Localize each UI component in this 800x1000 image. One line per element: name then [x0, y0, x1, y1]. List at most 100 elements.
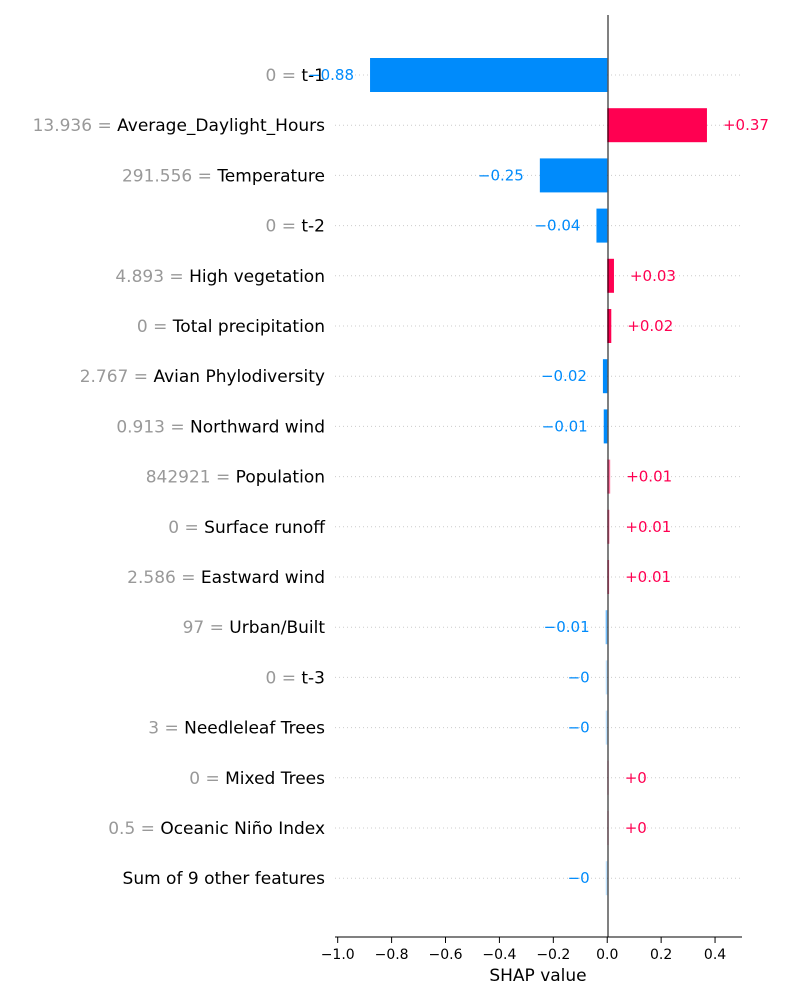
- shap-bar: [605, 660, 608, 695]
- shap-bar: [596, 208, 608, 243]
- shap-bar: [605, 861, 608, 896]
- feature-value: 842921: [146, 468, 211, 488]
- shap-value-label: −0: [568, 869, 590, 887]
- x-tick-label: −1.0: [321, 947, 355, 963]
- feature-value: 0: [168, 518, 179, 538]
- shap-bar: [605, 710, 608, 745]
- equals-sign: =: [159, 719, 184, 739]
- feature-name: Avian Phylodiversity: [153, 367, 325, 387]
- shap-value-label: −0.02: [541, 367, 587, 385]
- feature-value: 97: [183, 618, 205, 638]
- feature-value: 0: [137, 317, 148, 337]
- feature-label: Sum of 9 other features: [123, 869, 326, 889]
- feature-name: Total precipitation: [172, 317, 325, 337]
- equals-sign: =: [165, 417, 190, 437]
- equals-sign: =: [179, 518, 204, 538]
- feature-value: 0: [265, 66, 276, 86]
- feature-value: 2.767: [80, 367, 129, 387]
- feature-label: 4.893 = High vegetation: [115, 267, 325, 287]
- feature-label: 291.556 = Temperature: [122, 166, 325, 186]
- shap-value-label: +0.03: [630, 267, 676, 285]
- feature-label: 842921 = Population: [146, 468, 325, 488]
- feature-label: 2.767 = Avian Phylodiversity: [80, 367, 325, 387]
- equals-sign: =: [200, 769, 225, 789]
- feature-name: Average_Daylight_Hours: [117, 116, 325, 136]
- shap-value-label: −0.01: [542, 417, 588, 435]
- feature-name: t-1: [301, 66, 325, 86]
- equals-sign: =: [128, 367, 153, 387]
- shap-value-label: −0: [568, 719, 590, 737]
- feature-labels: 0 = t-1−0.88 13.936 = Average_Daylight_Ho…: [33, 66, 769, 889]
- equals-sign: =: [276, 217, 301, 237]
- shap-value-label: +0.01: [625, 568, 671, 586]
- shap-bar: [602, 359, 608, 394]
- x-tick-label: −0.4: [482, 947, 516, 963]
- feature-value: 0.5: [108, 819, 135, 839]
- x-tick-label: −0.8: [375, 947, 409, 963]
- shap-value-label: +0.37: [723, 116, 769, 134]
- feature-name: Urban/Built: [229, 618, 325, 638]
- shap-bar: [603, 409, 608, 444]
- shap-bar: [605, 610, 608, 645]
- feature-value: 0.913: [116, 417, 165, 437]
- shap-value-label: +0.01: [626, 468, 672, 486]
- equals-sign: =: [148, 317, 173, 337]
- equals-sign: =: [276, 66, 301, 86]
- feature-name: Mixed Trees: [225, 769, 325, 789]
- feature-name: Northward wind: [190, 417, 325, 437]
- feature-label: 0 = Total precipitation: [137, 317, 325, 337]
- shap-value-label: +0: [625, 819, 647, 837]
- feature-name: t-3: [301, 668, 325, 688]
- gridlines: [335, 74, 742, 879]
- shap-bar: [539, 158, 608, 193]
- equals-sign: =: [204, 618, 229, 638]
- feature-label: 13.936 = Average_Daylight_Hours: [33, 116, 326, 136]
- equals-sign: =: [276, 668, 301, 688]
- feature-name: Surface runoff: [204, 518, 326, 538]
- feature-value: 0: [265, 668, 276, 688]
- feature-name: Population: [236, 468, 325, 488]
- feature-label: 0.913 = Northward wind: [116, 417, 325, 437]
- equals-sign: =: [176, 568, 201, 588]
- shap-bar: [607, 459, 611, 494]
- x-tick-label: 0.2: [650, 947, 672, 963]
- feature-name: Temperature: [216, 166, 325, 186]
- feature-value: 3: [148, 719, 159, 739]
- shap-value-label: +0.02: [627, 317, 673, 335]
- equals-sign: =: [211, 468, 236, 488]
- feature-label: 0 = Mixed Trees: [189, 769, 325, 789]
- feature-value: 13.936: [33, 116, 92, 136]
- shap-bar: [607, 108, 707, 143]
- equals-sign: =: [192, 166, 217, 186]
- shap-value-label: −0.01: [544, 618, 590, 636]
- shap-value-label: +0.01: [625, 518, 671, 536]
- feature-label: 97 = Urban/Built: [183, 618, 326, 638]
- feature-name: Needleleaf Trees: [184, 719, 325, 739]
- feature-label: 2.586 = Eastward wind: [127, 568, 325, 588]
- feature-value: 0: [265, 217, 276, 237]
- shap-value-label: −0.25: [478, 166, 524, 184]
- shap-bar: [607, 309, 612, 343]
- feature-name: t-2: [301, 217, 325, 237]
- x-axis-label: SHAP value: [489, 966, 586, 986]
- shap-value-label: −0.88: [308, 66, 354, 84]
- feature-value: 4.893: [115, 267, 164, 287]
- shap-value-label: −0.04: [534, 217, 580, 235]
- shap-bar: [370, 58, 608, 92]
- x-tick-label: −0.6: [429, 947, 463, 963]
- feature-label: 0 = t-2: [265, 217, 325, 237]
- feature-value: 291.556: [122, 166, 192, 186]
- feature-label: 0 = Surface runoff: [168, 518, 326, 538]
- feature-name: Eastward wind: [201, 568, 325, 588]
- shap-value-label: −0: [568, 668, 590, 686]
- feature-label: 3 = Needleleaf Trees: [148, 719, 325, 739]
- x-tick-label: −0.2: [536, 947, 570, 963]
- feature-name: Oceanic Niño Index: [160, 819, 325, 839]
- feature-value: 0: [189, 769, 200, 789]
- shap-value-label: +0: [625, 769, 647, 787]
- feature-label: 0.5 = Oceanic Niño Index: [108, 819, 325, 839]
- feature-value: 2.586: [127, 568, 176, 588]
- feature-name: High vegetation: [189, 267, 325, 287]
- feature-name: Sum of 9 other features: [123, 869, 326, 889]
